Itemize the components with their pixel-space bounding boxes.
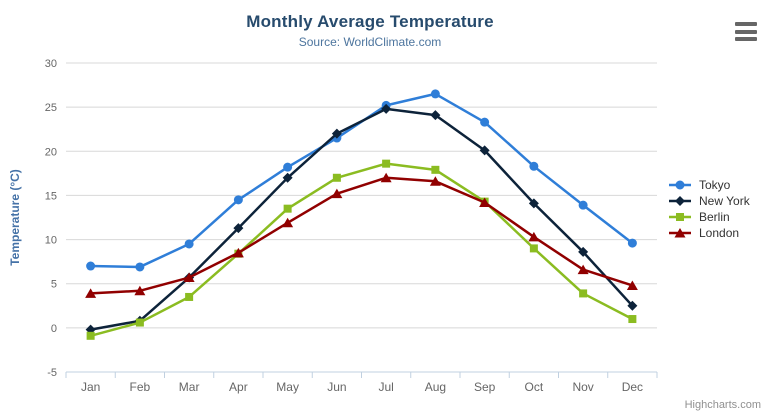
y-axis-label: 30 xyxy=(45,58,57,70)
x-axis-label: Jan xyxy=(81,380,100,394)
triangle-marker-icon xyxy=(669,228,691,238)
y-axis-label: 20 xyxy=(45,146,57,158)
triangle-marker xyxy=(232,247,244,258)
series-line xyxy=(89,176,634,295)
series-line xyxy=(89,162,634,338)
triangle-marker xyxy=(429,176,441,186)
circle-marker xyxy=(480,117,490,127)
x-axis-label: Jun xyxy=(327,380,346,394)
diamond-marker-icon xyxy=(669,196,691,206)
hamburger-icon xyxy=(735,37,757,41)
legend-item-label: Berlin xyxy=(699,210,730,224)
x-axis-label: Dec xyxy=(622,380,643,394)
triangle-marker xyxy=(626,280,638,290)
square-marker xyxy=(382,159,391,168)
y-axis-label: 25 xyxy=(45,102,57,114)
square-marker xyxy=(579,289,588,298)
hamburger-icon xyxy=(735,22,757,26)
diamond-marker xyxy=(430,110,441,121)
legend-item-london[interactable]: London xyxy=(668,225,750,241)
square-marker xyxy=(332,173,341,182)
series-new-york xyxy=(85,103,638,335)
square-marker-icon xyxy=(669,213,691,221)
square-marker xyxy=(529,244,538,253)
chart-context-menu-button[interactable] xyxy=(735,22,758,41)
diamond-marker xyxy=(528,198,539,209)
series-london xyxy=(85,172,638,298)
y-axis-label: 5 xyxy=(51,279,57,291)
y-axis-label: 15 xyxy=(45,190,57,202)
square-marker xyxy=(283,204,292,213)
square-marker xyxy=(676,213,684,221)
x-axis-label: Aug xyxy=(425,380,446,394)
series-tokyo xyxy=(86,89,637,272)
circle-marker xyxy=(184,239,194,249)
series-line xyxy=(89,92,634,269)
legend-item-label: New York xyxy=(699,194,750,208)
diamond-marker xyxy=(578,246,589,257)
x-axis-label: May xyxy=(276,380,299,394)
y-axis-label: -5 xyxy=(47,367,57,379)
x-axis-label: Feb xyxy=(130,380,151,394)
x-axis-label: Mar xyxy=(179,380,200,394)
legend-item-label: Tokyo xyxy=(699,178,731,192)
diamond-marker xyxy=(233,223,244,234)
triangle-marker xyxy=(577,264,589,275)
circle-marker xyxy=(86,261,96,271)
hamburger-icon xyxy=(735,29,757,34)
chart-subtitle: Source: WorldClimate.com xyxy=(298,35,442,49)
square-marker xyxy=(628,315,637,324)
diamond-marker xyxy=(331,128,342,139)
circle-marker xyxy=(430,89,440,99)
triangle-marker xyxy=(331,188,343,199)
diamond-marker xyxy=(282,172,293,183)
triangle-marker xyxy=(528,231,540,242)
y-axis-label: 0 xyxy=(51,323,57,335)
circle-marker xyxy=(283,162,293,172)
x-axis-label: Jul xyxy=(378,380,393,394)
series-line xyxy=(89,107,634,331)
circle-marker xyxy=(675,180,685,190)
circle-marker xyxy=(233,195,243,205)
square-marker xyxy=(135,318,144,327)
triangle-marker xyxy=(380,172,392,183)
circle-marker xyxy=(529,161,539,171)
credits-link[interactable]: Highcharts.com xyxy=(684,399,761,411)
x-axis-label: Sep xyxy=(474,380,496,394)
legend-item-label: London xyxy=(699,226,740,240)
triangle-marker xyxy=(282,217,294,228)
circle-marker-icon xyxy=(669,180,691,190)
triangle-marker xyxy=(134,285,146,296)
legend-item-berlin[interactable]: Berlin xyxy=(668,209,750,225)
circle-marker xyxy=(627,238,637,248)
triangle-marker xyxy=(479,197,491,207)
legend-item-new-york[interactable]: New York xyxy=(668,193,750,209)
square-marker xyxy=(86,331,95,340)
diamond-marker xyxy=(479,145,490,156)
legend-item-tokyo[interactable]: Tokyo xyxy=(668,177,750,193)
y-axis-label: 10 xyxy=(45,235,57,247)
chart-title: Monthly Average Temperature xyxy=(246,12,494,31)
triangle-marker xyxy=(674,228,686,238)
circle-marker xyxy=(578,200,588,210)
legend: Tokyo New York Berlin London xyxy=(668,177,750,241)
y-axis-title: Temperature (°C) xyxy=(8,169,22,266)
diamond-marker xyxy=(627,300,638,311)
triangle-marker xyxy=(183,272,195,283)
square-marker xyxy=(431,165,440,174)
x-axis-label: Oct xyxy=(525,380,544,394)
circle-marker xyxy=(135,262,145,272)
x-axis-label: Apr xyxy=(229,380,248,394)
diamond-marker xyxy=(381,103,392,114)
x-axis-label: Nov xyxy=(572,380,593,394)
diamond-marker xyxy=(675,196,685,206)
square-marker xyxy=(185,292,194,301)
triangle-marker xyxy=(85,288,97,298)
